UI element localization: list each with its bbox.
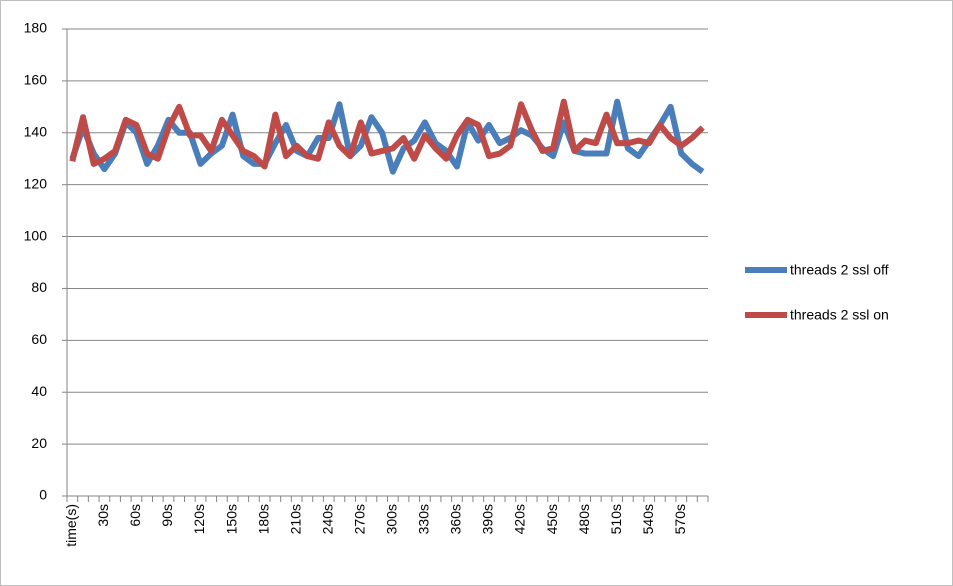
y-tick-label: 180 [24,20,48,36]
x-tick-label: 240s [319,504,335,534]
y-tick-label: 160 [24,72,48,88]
legend-label: threads 2 ssl off [790,262,889,278]
y-tick-label: 0 [39,487,47,503]
x-tick-label: 330s [416,504,432,534]
x-tick-label: 300s [384,504,400,534]
x-tick-label: 360s [448,504,464,534]
series-line [69,98,705,170]
x-tick-label: 210s [287,504,303,534]
x-tick-label: 570s [672,504,688,534]
x-tick-label: 120s [191,504,207,534]
y-tick-label: 80 [31,279,47,295]
x-tick-label: 510s [608,504,624,534]
x-tick-label: 420s [512,504,528,534]
x-tick-label: 270s [351,504,367,534]
x-tick-label: 390s [480,504,496,534]
y-tick-label: 40 [31,383,47,399]
y-tick-label: 140 [24,123,48,139]
x-tick-label: 450s [544,504,560,534]
y-tick-label: 60 [31,331,47,347]
y-tick-label: 20 [31,435,47,451]
y-tick-label: 100 [24,227,48,243]
x-tick-label: 60s [127,504,143,527]
y-tick-label: 120 [24,175,48,191]
legend-label: threads 2 ssl on [790,307,889,323]
x-tick-label: 150s [223,504,239,534]
x-tick-label: 90s [159,504,175,527]
x-tick-label: 180s [255,504,271,534]
x-tick-label: 30s [95,504,111,527]
x-tick-label: time(s) [63,504,79,547]
x-tick-label: 540s [640,504,656,534]
x-tick-label: 480s [576,504,592,534]
